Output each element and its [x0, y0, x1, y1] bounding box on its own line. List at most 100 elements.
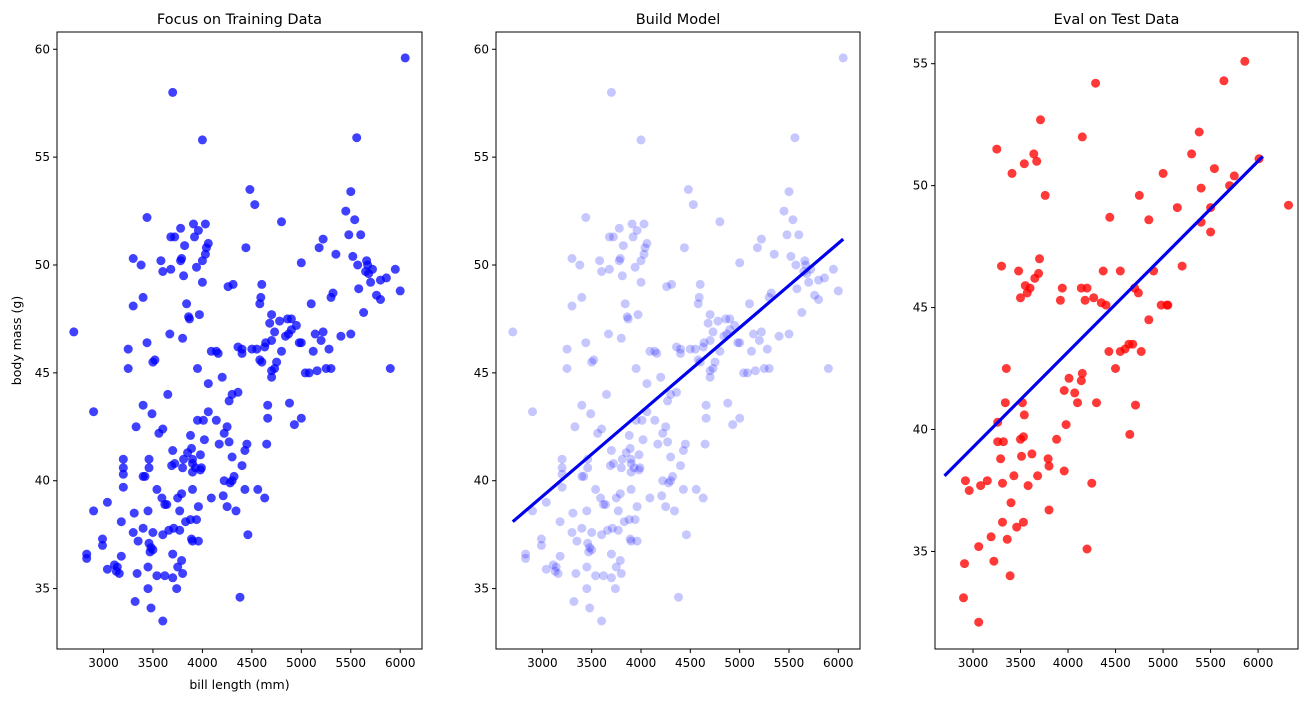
data-point	[118, 463, 128, 473]
data-point	[577, 292, 587, 302]
data-point	[528, 407, 537, 417]
panel-3: 3000 3500 4000 4500 5000 5500 6000 35 40 45 50 55 Ev…	[913, 12, 1299, 670]
data-point	[193, 536, 203, 546]
data-point	[118, 482, 128, 492]
data-point	[756, 327, 766, 337]
data-point	[263, 413, 273, 423]
y-tick-label: 40	[474, 474, 489, 488]
data-point	[688, 200, 698, 210]
data-point	[792, 284, 802, 294]
data-point	[589, 355, 599, 365]
data-point	[324, 344, 334, 354]
data-point	[705, 372, 715, 382]
data-point	[676, 348, 685, 358]
data-point	[690, 344, 700, 354]
data-point	[1014, 266, 1024, 276]
data-point	[626, 467, 636, 477]
data-point	[326, 364, 336, 373]
data-point	[616, 569, 626, 578]
data-point	[626, 484, 636, 494]
data-point	[553, 569, 563, 578]
data-point	[158, 616, 168, 626]
axes-frame	[934, 31, 1299, 650]
data-point	[581, 213, 591, 222]
data-point	[267, 310, 277, 320]
data-point	[123, 344, 133, 354]
data-point	[591, 484, 601, 494]
data-point	[587, 357, 597, 367]
data-point	[581, 338, 591, 348]
data-point	[1029, 149, 1039, 159]
data-point	[245, 185, 255, 194]
data-point	[562, 344, 572, 354]
data-point	[541, 497, 551, 507]
data-point	[752, 243, 762, 253]
data-point	[304, 368, 314, 378]
x-tick-label: 5500	[1195, 656, 1226, 670]
data-point	[749, 329, 758, 339]
data-point	[1206, 227, 1216, 237]
data-point	[197, 277, 207, 287]
x-tick-label: 6000	[823, 656, 854, 670]
data-point	[668, 471, 678, 481]
data-point	[754, 336, 764, 345]
data-point	[626, 454, 636, 464]
data-point	[670, 506, 679, 516]
data-point	[699, 338, 709, 348]
data-point	[555, 517, 565, 527]
data-point	[639, 249, 649, 259]
data-point	[1017, 451, 1026, 461]
data-point	[597, 424, 607, 434]
data-point	[616, 333, 626, 343]
data-point	[140, 471, 150, 481]
data-point	[733, 338, 743, 348]
data-point	[678, 484, 688, 494]
data-point	[1057, 283, 1067, 293]
y-tick-label: 45	[474, 366, 489, 380]
data-point	[715, 217, 725, 227]
data-point	[1172, 203, 1182, 213]
data-point	[228, 279, 238, 289]
y-tick-label: 55	[35, 150, 50, 164]
data-point	[1070, 388, 1080, 398]
data-point	[390, 264, 400, 274]
data-point	[277, 346, 286, 356]
data-point	[656, 372, 666, 382]
data-point	[551, 562, 561, 572]
data-point	[265, 318, 275, 328]
x-tick-label: 3500	[1005, 656, 1036, 670]
data-point	[328, 288, 338, 298]
data-point	[128, 528, 138, 537]
data-point	[344, 230, 354, 240]
data-point	[579, 471, 589, 481]
data-point	[165, 329, 175, 339]
data-point	[582, 562, 592, 572]
data-point	[617, 271, 627, 281]
data-point	[1091, 78, 1101, 88]
data-point	[766, 288, 776, 298]
data-point	[759, 364, 769, 373]
x-tick-label: 5500	[774, 656, 805, 670]
y-axis-label: body mass (g)	[9, 296, 24, 385]
data-point	[1177, 261, 1187, 271]
data-point	[606, 549, 616, 559]
data-point	[745, 299, 754, 309]
data-point	[632, 502, 642, 512]
data-point	[998, 478, 1007, 488]
data-point	[568, 508, 578, 518]
data-point	[331, 249, 341, 259]
data-point	[182, 299, 192, 309]
axes-frame	[495, 31, 861, 650]
data-point	[237, 348, 247, 358]
data-point	[658, 428, 668, 438]
data-point	[237, 461, 247, 471]
data-point	[653, 439, 663, 449]
data-point	[548, 560, 558, 570]
data-point	[1055, 295, 1065, 305]
data-point	[148, 528, 158, 537]
y-tick-label: 50	[35, 258, 50, 272]
data-point	[179, 454, 189, 464]
data-point	[312, 366, 322, 376]
data-point	[143, 506, 153, 516]
data-point	[705, 310, 715, 320]
